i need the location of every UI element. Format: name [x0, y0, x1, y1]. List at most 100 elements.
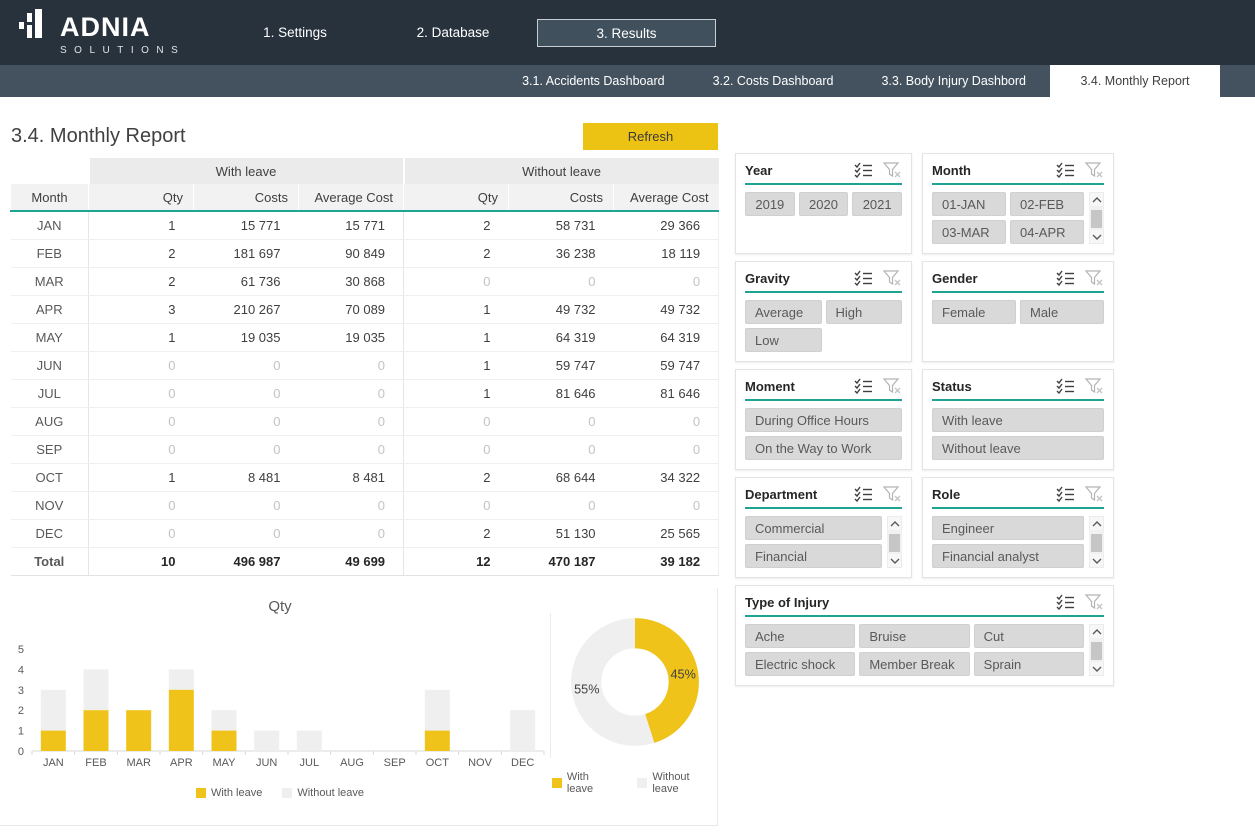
- refresh-button[interactable]: Refresh: [583, 123, 718, 150]
- slicer-option-status-without-leave[interactable]: Without leave: [932, 436, 1104, 460]
- slicer-scrollbar[interactable]: [1089, 624, 1104, 676]
- chevron-up-icon[interactable]: [1089, 625, 1104, 638]
- scrollbar-thumb[interactable]: [1091, 642, 1102, 660]
- cell: 1: [404, 295, 509, 323]
- slicer-scrollbar[interactable]: [1089, 516, 1104, 568]
- slicer-scrollbar[interactable]: [1089, 192, 1104, 244]
- slicer-header: Department: [745, 486, 902, 509]
- slicer-option-type-of-injury-sprain[interactable]: Sprain: [974, 652, 1084, 676]
- cell: 0: [404, 407, 509, 435]
- slicer-option-year-2020[interactable]: 2020: [799, 192, 849, 216]
- slicer-option-month-01-jan[interactable]: 01-JAN: [932, 192, 1006, 216]
- chevron-up-icon[interactable]: [887, 517, 902, 530]
- cell: 29 366: [614, 211, 719, 239]
- scrollbar-track[interactable]: [1089, 638, 1104, 662]
- svg-text:AUG: AUG: [340, 757, 364, 769]
- cell: 0: [509, 407, 614, 435]
- multi-select-icon[interactable]: [854, 378, 874, 394]
- svg-text:1: 1: [18, 726, 24, 738]
- slicer-option-type-of-injury-member-break[interactable]: Member Break: [859, 652, 969, 676]
- multi-select-icon[interactable]: [1056, 486, 1076, 502]
- monthly-report-page: ADNIA SOLUTIONS 1. Settings 2. Database …: [0, 0, 1255, 840]
- slicer-option-moment-during-office-hours[interactable]: During Office Hours: [745, 408, 902, 432]
- slicer-option-year-2021[interactable]: 2021: [852, 192, 902, 216]
- scrollbar-thumb[interactable]: [889, 534, 900, 552]
- clear-filter-icon[interactable]: [882, 486, 902, 502]
- cell: 0: [299, 519, 404, 547]
- slicer-scrollbar[interactable]: [887, 516, 902, 568]
- tab-database[interactable]: 2. Database: [403, 0, 503, 65]
- scrollbar-thumb[interactable]: [1091, 210, 1102, 228]
- multi-select-icon[interactable]: [854, 486, 874, 502]
- clear-filter-icon[interactable]: [882, 162, 902, 178]
- slicer-option-role-engineer[interactable]: Engineer: [932, 516, 1084, 540]
- cell: 0: [509, 267, 614, 295]
- svg-text:5: 5: [18, 644, 24, 656]
- slicer-option-year-2019[interactable]: 2019: [745, 192, 795, 216]
- slicer-option-month-02-feb[interactable]: 02-FEB: [1010, 192, 1084, 216]
- bar-chart-logo-icon: [18, 8, 52, 42]
- report-table-body: JAN115 77115 771258 73129 366FEB2181 697…: [11, 211, 719, 575]
- tab-settings[interactable]: 1. Settings: [245, 0, 345, 65]
- table-row-oct: OCT18 4818 481268 64434 322: [11, 463, 719, 491]
- table-row-jul: JUL000181 64681 646: [11, 379, 719, 407]
- cell: 25 565: [614, 519, 719, 547]
- slicer-option-gender-male[interactable]: Male: [1020, 300, 1104, 324]
- tab-results[interactable]: 3. Results: [537, 19, 716, 47]
- slicer-option-gravity-average[interactable]: Average: [745, 300, 822, 324]
- slicer-option-gravity-low[interactable]: Low: [745, 328, 822, 352]
- scrollbar-track[interactable]: [887, 530, 902, 554]
- slicer-option-type-of-injury-cut[interactable]: Cut: [974, 624, 1084, 648]
- chevron-down-icon[interactable]: [887, 554, 902, 567]
- table-row-feb: FEB2181 69790 849236 23818 119: [11, 239, 719, 267]
- slicer-option-month-04-apr[interactable]: 04-APR: [1010, 220, 1084, 244]
- subtab-3-3-body-injury-dashbord[interactable]: 3.3. Body Injury Dashbord: [857, 65, 1050, 97]
- chevron-down-icon[interactable]: [1089, 662, 1104, 675]
- cell: 81 646: [509, 379, 614, 407]
- scrollbar-track[interactable]: [1089, 206, 1104, 230]
- slicer-option-type-of-injury-electric-shock[interactable]: Electric shock: [745, 652, 855, 676]
- clear-filter-icon[interactable]: [1084, 378, 1104, 394]
- cell: 34 322: [614, 463, 719, 491]
- slicer-option-moment-on-the-way-to-work[interactable]: On the Way to Work: [745, 436, 902, 460]
- multi-select-icon[interactable]: [1056, 378, 1076, 394]
- slicer-option-gravity-high[interactable]: High: [826, 300, 903, 324]
- multi-select-icon[interactable]: [1056, 270, 1076, 286]
- month-cell: MAY: [11, 323, 89, 351]
- clear-filter-icon[interactable]: [882, 378, 902, 394]
- subtab-3-4-monthly-report[interactable]: 3.4. Monthly Report: [1050, 65, 1220, 97]
- clear-filter-icon[interactable]: [882, 270, 902, 286]
- scrollbar-track[interactable]: [1089, 530, 1104, 554]
- slicer-option-type-of-injury-bruise[interactable]: Bruise: [859, 624, 969, 648]
- multi-select-icon[interactable]: [1056, 594, 1076, 610]
- table-row-dec: DEC000251 13025 565: [11, 519, 719, 547]
- month-cell: Total: [11, 547, 89, 575]
- chevron-up-icon[interactable]: [1089, 193, 1104, 206]
- clear-filter-icon[interactable]: [1084, 270, 1104, 286]
- subtab-3-1-accidents-dashboard[interactable]: 3.1. Accidents Dashboard: [498, 65, 688, 97]
- slicer-option-gender-female[interactable]: Female: [932, 300, 1016, 324]
- slicer-option-department-financial[interactable]: Financial: [745, 544, 882, 568]
- scrollbar-thumb[interactable]: [1091, 534, 1102, 552]
- chevron-up-icon[interactable]: [1089, 517, 1104, 530]
- slicer-option-month-03-mar[interactable]: 03-MAR: [932, 220, 1006, 244]
- multi-select-icon[interactable]: [854, 270, 874, 286]
- multi-select-icon[interactable]: [854, 162, 874, 178]
- slicer-option-status-with-leave[interactable]: With leave: [932, 408, 1104, 432]
- qty-bar-chart: Qty 012345JANFEBMARAPRMAYJUNJULAUGSEPOCT…: [10, 598, 550, 799]
- slicer-option-role-financial-analyst[interactable]: Financial analyst: [932, 544, 1084, 568]
- group-header-without-leave: Without leave: [404, 158, 719, 184]
- slicer-option-department-commercial[interactable]: Commercial: [745, 516, 882, 540]
- clear-filter-icon[interactable]: [1084, 594, 1104, 610]
- clear-filter-icon[interactable]: [1084, 486, 1104, 502]
- multi-select-icon[interactable]: [1056, 162, 1076, 178]
- cell: 0: [194, 491, 299, 519]
- clear-filter-icon[interactable]: [1084, 162, 1104, 178]
- table-row-nov: NOV000000: [11, 491, 719, 519]
- chevron-down-icon[interactable]: [1089, 230, 1104, 243]
- svg-text:JUN: JUN: [256, 757, 277, 769]
- slicer-option-type-of-injury-ache[interactable]: Ache: [745, 624, 855, 648]
- chevron-down-icon[interactable]: [1089, 554, 1104, 567]
- svg-text:FEB: FEB: [85, 757, 106, 769]
- subtab-3-2-costs-dashboard[interactable]: 3.2. Costs Dashboard: [689, 65, 858, 97]
